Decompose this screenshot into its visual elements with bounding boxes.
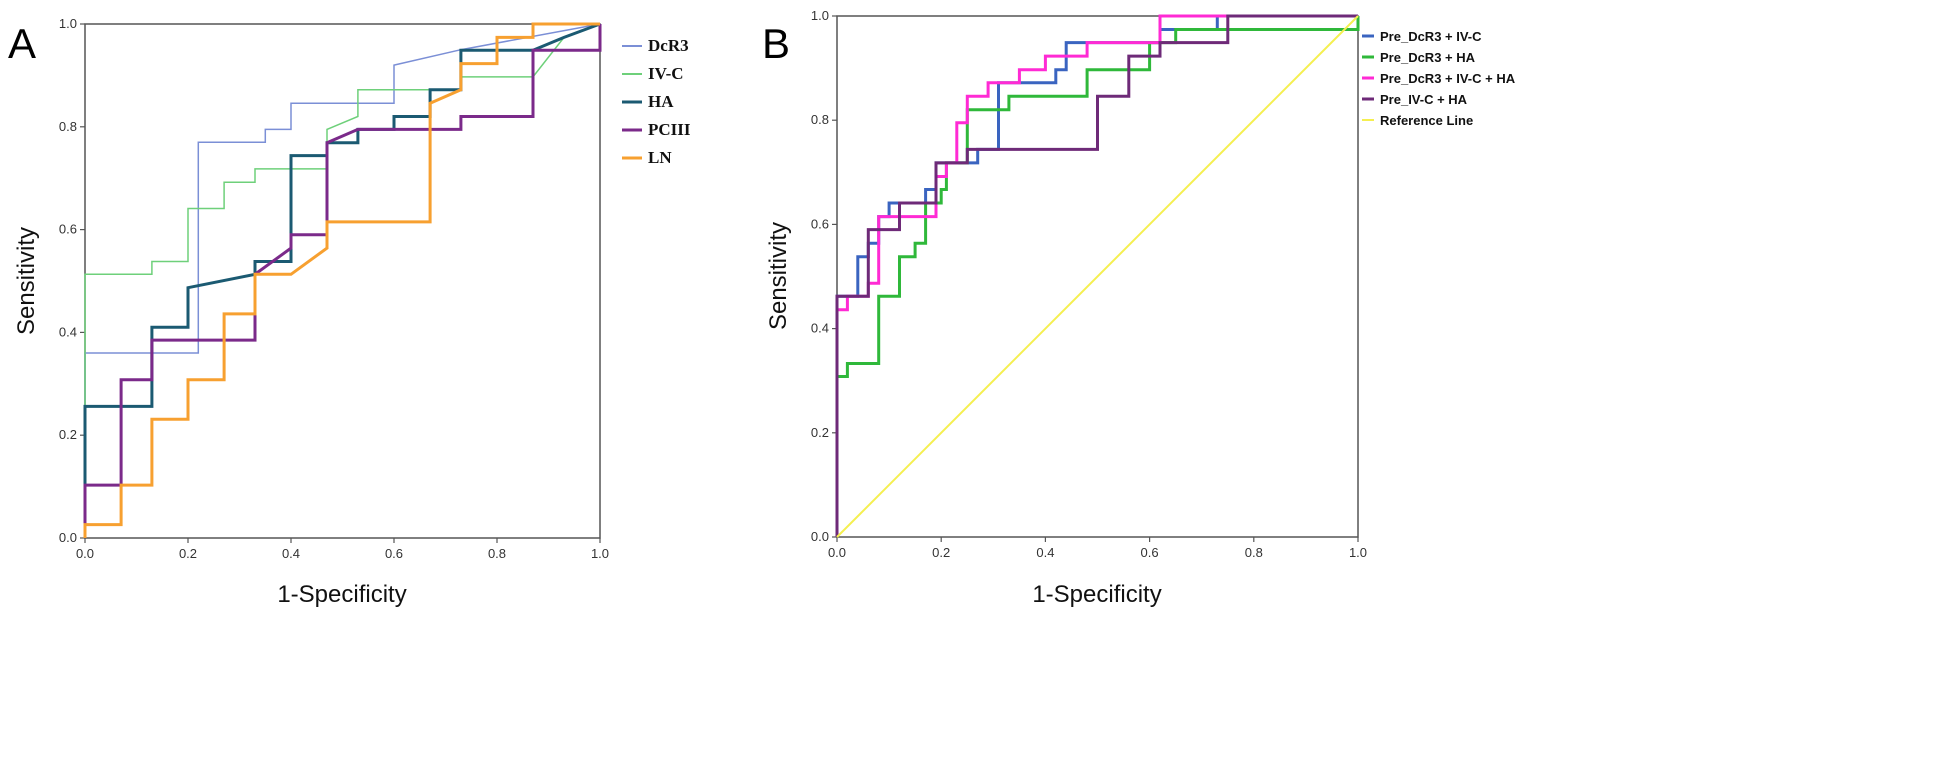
y-tick-label: 0.2: [811, 425, 829, 440]
legend-label-pre-iv-c-ha: Pre_IV-C + HA: [1380, 92, 1468, 107]
x-tick-label: 0.0: [76, 546, 94, 561]
y-tick-label: 0.0: [59, 530, 77, 545]
y-tick-label: 1.0: [59, 16, 77, 31]
x-tick-label: 0.8: [1245, 545, 1263, 560]
panel-label-b: B: [762, 20, 790, 67]
y-tick-label: 0.2: [59, 427, 77, 442]
y-axis-title-b: Sensitivity: [765, 222, 792, 330]
series-group: [835, 14, 1360, 538]
plot-frame: [84, 23, 601, 539]
x-tick-label: 1.0: [591, 546, 609, 561]
legend-label-dcr3: DcR3: [648, 36, 689, 55]
x-tick-label: 0.2: [179, 546, 197, 561]
legend: DcR3 IV-C HA PCIII LN: [622, 36, 691, 167]
x-tick-label: 0.4: [282, 546, 300, 561]
x-axis-title-a: 1-Specificity: [277, 581, 406, 608]
y-tick-label: 0.4: [59, 324, 77, 339]
roc-panel-b: B 1-Specificity Sensitivity 0.0 0.2 0.4 0.6…: [762, 8, 1516, 608]
legend-label-pciii: PCIII: [648, 120, 691, 139]
y-tick-label: 0.0: [811, 529, 829, 544]
legend: Pre_DcR3 + IV-C Pre_DcR3 + HA Pre_DcR3 + I…: [1362, 29, 1516, 128]
legend-label-ln: LN: [648, 148, 672, 167]
x-tick-label: 0.6: [1141, 545, 1159, 560]
roc-panel-a: A 1-Specificity Sensitivity 0.0 0.2 0.4 0.6…: [8, 16, 691, 608]
x-tick-label: 1.0: [1349, 545, 1367, 560]
panel-label-a: A: [8, 20, 36, 67]
legend-label-pre-dcr3-ha: Pre_DcR3 + HA: [1380, 50, 1476, 65]
x-axis-title-b: 1-Specificity: [1032, 581, 1161, 608]
roc-curve-dcr3: [84, 23, 601, 538]
x-tick-label: 0.4: [1036, 545, 1054, 560]
legend-label-pre-dcr3-iv-c: Pre_DcR3 + IV-C: [1380, 29, 1482, 44]
y-tick-label: 0.6: [59, 222, 77, 237]
legend-label-reference-line: Reference Line: [1380, 113, 1473, 128]
roc-curve-ln: [83, 22, 600, 538]
x-tick-label: 0.2: [932, 545, 950, 560]
roc-curve-reference-line: [836, 15, 1359, 538]
legend-label-ha: HA: [648, 92, 674, 111]
legend-label-iv-c: IV-C: [648, 64, 684, 83]
y-tick-label: 0.8: [811, 112, 829, 127]
y-axis-title-a: Sensitivity: [13, 227, 40, 335]
y-tick-label: 0.8: [59, 119, 77, 134]
roc-curve-pciii: [83, 24, 602, 538]
y-tick-label: 0.4: [811, 321, 829, 336]
series-group: [83, 22, 602, 538]
y-tick-label: 1.0: [811, 8, 829, 23]
y-tick-label: 0.6: [811, 216, 829, 231]
x-tick-label: 0.0: [828, 545, 846, 560]
x-tick-label: 0.6: [385, 546, 403, 561]
roc-curve-pre-iv-c-ha: [835, 14, 1358, 537]
legend-label-pre-dcr3-iv-c-ha: Pre_DcR3 + IV-C + HA: [1380, 71, 1516, 86]
x-tick-label: 0.8: [488, 546, 506, 561]
